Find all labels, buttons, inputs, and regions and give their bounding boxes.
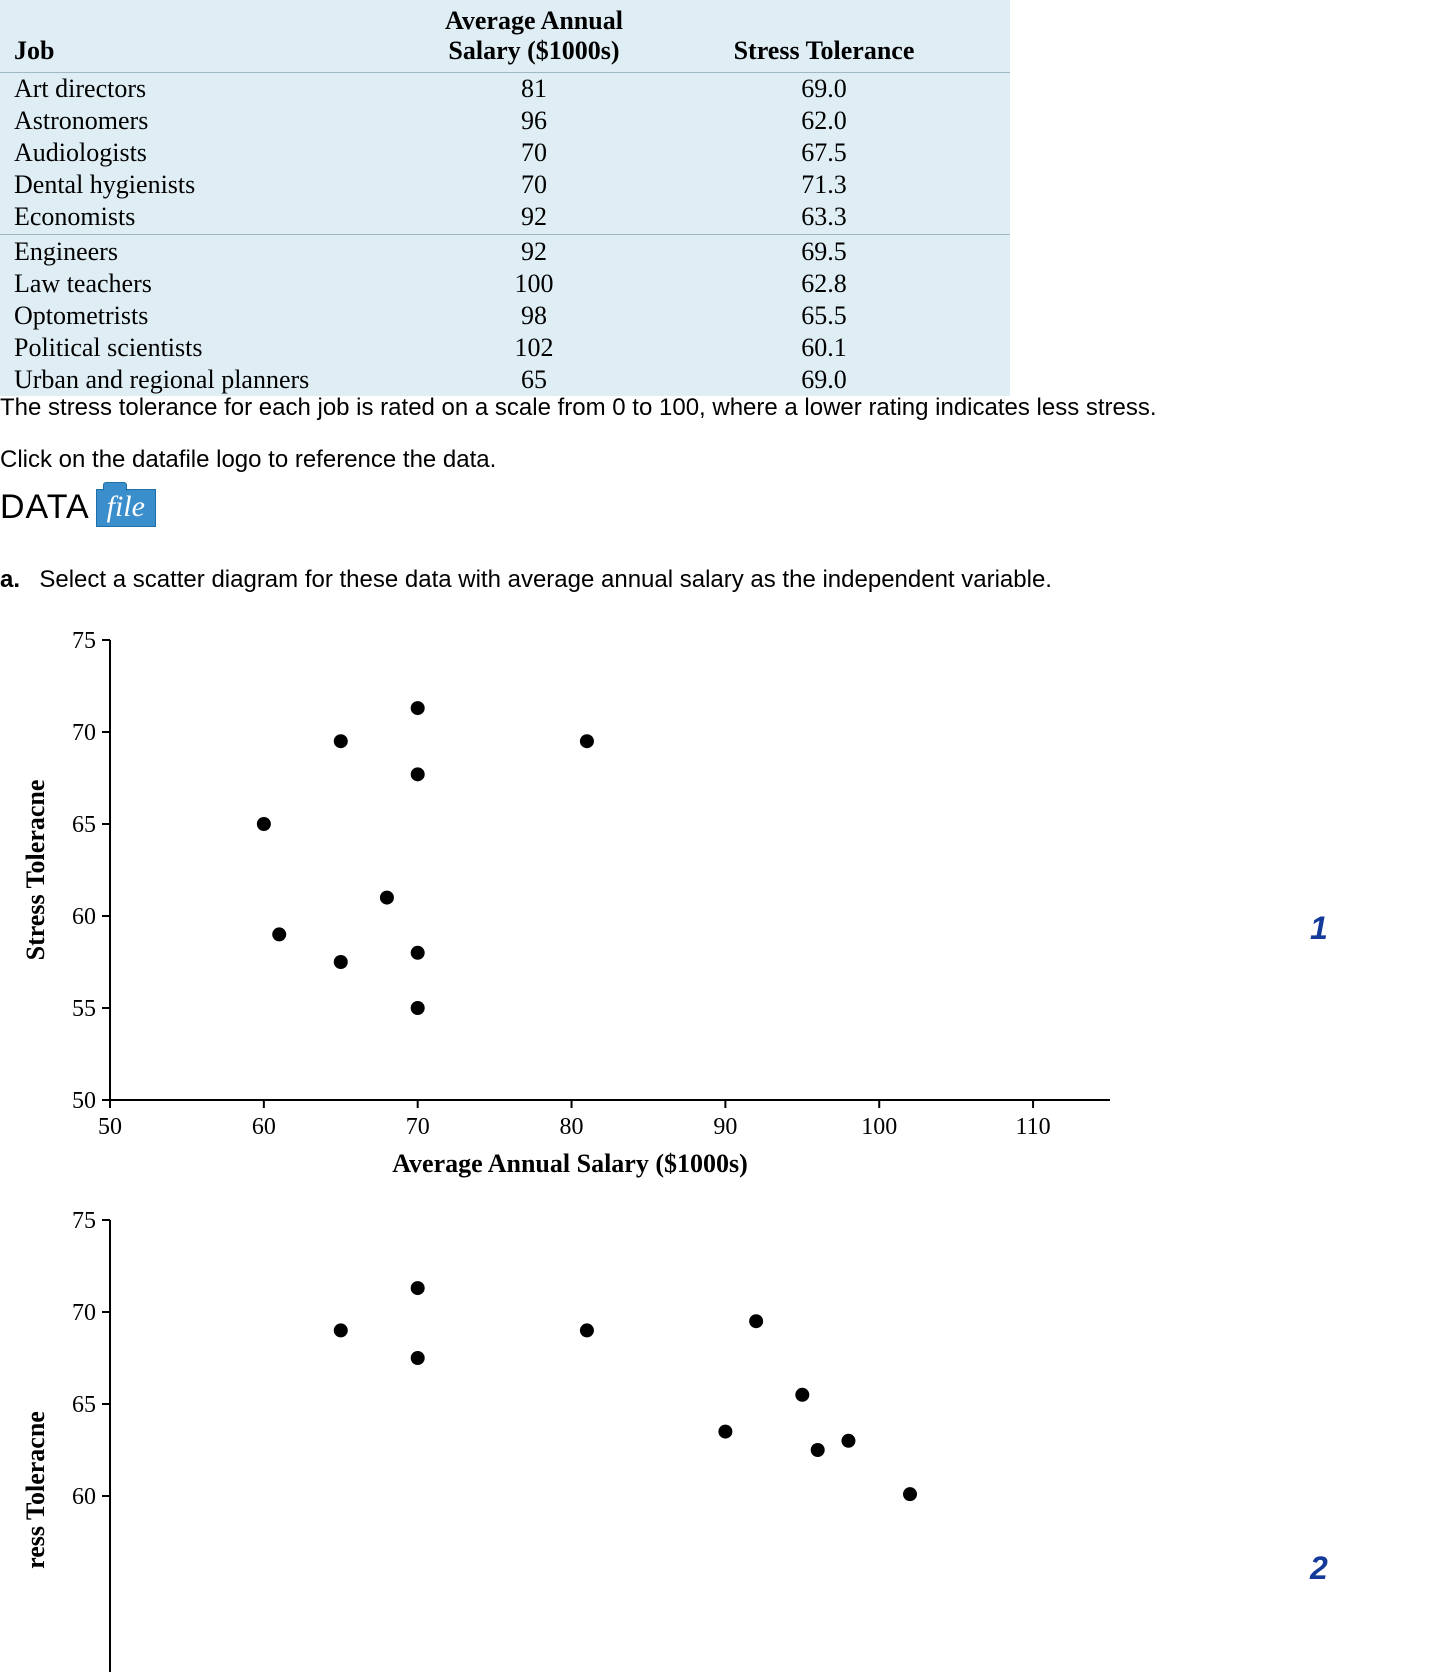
svg-text:60: 60 [252,1114,276,1140]
svg-text:80: 80 [560,1114,584,1140]
cell-stress: 69.5 [664,237,984,267]
table-row: Audiologists7067.5 [0,137,1010,169]
part-a-prefix: a. [0,566,20,593]
svg-text:50: 50 [98,1114,122,1140]
cell-stress: 67.5 [664,138,984,168]
svg-text:Stress Toleracne: Stress Toleracne [21,780,50,961]
cell-job: Urban and regional planners [14,365,404,395]
cell-salary: 96 [404,106,664,136]
cell-salary: 100 [404,269,664,299]
table-row: Optometrists9865.5 [0,300,1010,332]
scatter-point [903,1487,917,1501]
cell-job: Dental hygienists [14,170,404,200]
svg-text:110: 110 [1016,1114,1051,1140]
cell-stress: 65.5 [664,301,984,331]
cell-salary: 70 [404,138,664,168]
cell-job: Economists [14,202,404,232]
svg-text:65: 65 [72,1392,96,1418]
cell-job: Astronomers [14,106,404,136]
table-row: Dental hygienists7071.3 [0,169,1010,201]
scatter-point [380,891,394,905]
cell-stress: 62.8 [664,269,984,299]
cell-job: Political scientists [14,333,404,363]
cell-job: Art directors [14,74,404,104]
cell-salary: 98 [404,301,664,331]
cell-stress: 60.1 [664,333,984,363]
datafile-file-badge: file [96,489,156,527]
scatter-point [334,955,348,969]
col-header-salary: Average Annual Salary ($1000s) [404,6,664,66]
svg-text:70: 70 [72,1300,96,1326]
chart-option-2[interactable]: 2 [1310,1550,1328,1587]
scatter-point [411,1001,425,1015]
scale-note: The stress tolerance for each job is rat… [0,392,1440,424]
col-header-stress: Stress Tolerance [664,36,984,66]
table-row: Art directors8169.0 [0,73,1010,105]
svg-text:100: 100 [861,1114,897,1140]
data-table: Job Average Annual Salary ($1000s) Stres… [0,0,1010,396]
table-row: Economists9263.3 [0,201,1010,233]
scatter-point [811,1443,825,1457]
svg-text:60: 60 [72,1484,96,1510]
svg-text:90: 90 [713,1114,737,1140]
svg-text:70: 70 [72,720,96,746]
svg-text:ress Toleracne: ress Toleracne [21,1411,50,1569]
cell-stress: 71.3 [664,170,984,200]
cell-job: Optometrists [14,301,404,331]
table-row: Political scientists10260.1 [0,332,1010,364]
cell-job: Engineers [14,237,404,267]
svg-text:55: 55 [72,996,96,1022]
svg-text:60: 60 [72,904,96,930]
cell-stress: 69.0 [664,74,984,104]
table-divider [0,234,1010,235]
table-row: Astronomers9662.0 [0,105,1010,137]
scatter-point [411,1281,425,1295]
datafile-logo[interactable]: DATA file [0,488,156,527]
svg-text:75: 75 [72,1208,96,1234]
scatter-point [334,1323,348,1337]
scatter-point [411,1351,425,1365]
table-row: Engineers9269.5 [0,236,1010,268]
scatter-point [411,946,425,960]
scatter-point [411,701,425,715]
scatter-point [580,1323,594,1337]
cell-stress: 69.0 [664,365,984,395]
table-header-row: Job Average Annual Salary ($1000s) Stres… [0,0,1010,73]
cell-salary: 81 [404,74,664,104]
scatter-point [795,1388,809,1402]
scatter-point [841,1434,855,1448]
scatter-chart-2[interactable]: 60 65 70 75 ress Toleracne [20,1200,1140,1672]
svg-text:50: 50 [72,1088,96,1114]
scatter-point [580,734,594,748]
click-note: Click on the datafile logo to reference … [0,444,496,476]
cell-stress: 63.3 [664,202,984,232]
part-a-text: Select a scatter diagram for these data … [39,566,1052,593]
cell-salary: 92 [404,237,664,267]
cell-job: Law teachers [14,269,404,299]
cell-job: Audiologists [14,138,404,168]
svg-text:Average Annual Salary ($1000s): Average Annual Salary ($1000s) [392,1149,748,1178]
cell-salary: 65 [404,365,664,395]
datafile-data-text: DATA [0,488,90,527]
scatter-point [257,817,271,831]
cell-stress: 62.0 [664,106,984,136]
col-header-job: Job [14,36,404,66]
svg-text:70: 70 [406,1114,430,1140]
chart-option-1[interactable]: 1 [1310,910,1328,947]
svg-text:65: 65 [72,812,96,838]
svg-text:75: 75 [72,628,96,654]
scatter-point [718,1425,732,1439]
cell-salary: 70 [404,170,664,200]
part-a: a. Select a scatter diagram for these da… [0,564,1052,596]
scatter-point [272,927,286,941]
table-row: Urban and regional planners6569.0 [0,364,1010,396]
cell-salary: 92 [404,202,664,232]
scatter-point [334,734,348,748]
scatter-chart-1[interactable]: 50 55 60 65 70 75 50 60 70 80 90 100 110 Average Annu… [20,620,1140,1190]
scatter-point [411,767,425,781]
scatter-point [749,1314,763,1328]
table-row: Law teachers10062.8 [0,268,1010,300]
cell-salary: 102 [404,333,664,363]
